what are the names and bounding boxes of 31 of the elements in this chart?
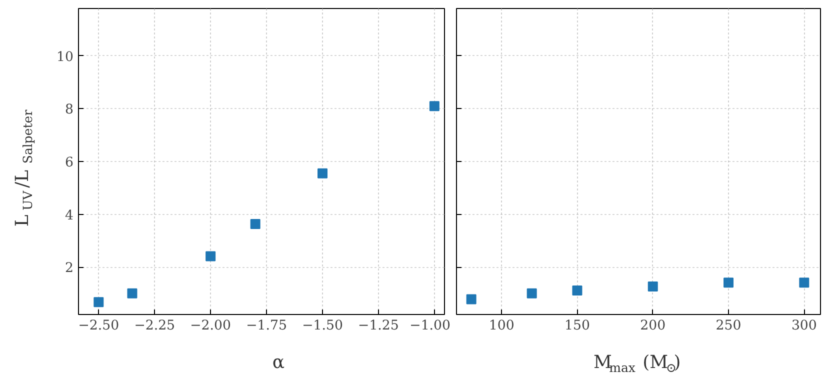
point [250, 219, 260, 230]
y-tick-label: 10 [56, 50, 74, 65]
x-tick-label: 100 [488, 318, 514, 334]
x-tick-label: −2.00 [190, 318, 231, 334]
point [648, 282, 658, 292]
x-tick-label: −1.75 [246, 318, 287, 334]
point [94, 297, 104, 308]
point [127, 288, 138, 298]
y-tick-label: 2 [65, 261, 74, 276]
x-tick-label: −2.25 [134, 318, 176, 334]
x-axis-title: α [272, 352, 284, 373]
point [799, 278, 810, 288]
point [318, 168, 328, 178]
x-tick-label: 250 [716, 318, 742, 334]
x-tick-label: 300 [791, 318, 817, 334]
point [724, 278, 734, 288]
x-tick-label: 150 [564, 318, 590, 334]
y-axis-title: LUV/LSalpeter [12, 110, 35, 227]
x-tick-label: −1.50 [302, 318, 343, 334]
point [572, 285, 582, 296]
x-tick-label: −1.25 [358, 318, 399, 334]
point [466, 294, 476, 304]
x-tick-label: 200 [640, 318, 666, 334]
point [526, 288, 537, 298]
y-tick-label: 4 [65, 208, 74, 224]
point [206, 251, 216, 262]
point [429, 101, 440, 112]
x-tick-label: −2.50 [78, 318, 120, 334]
x-tick-label: −1.00 [410, 318, 450, 334]
y-tick-label: 6 [65, 156, 74, 170]
y-tick-label: 8 [65, 102, 74, 118]
